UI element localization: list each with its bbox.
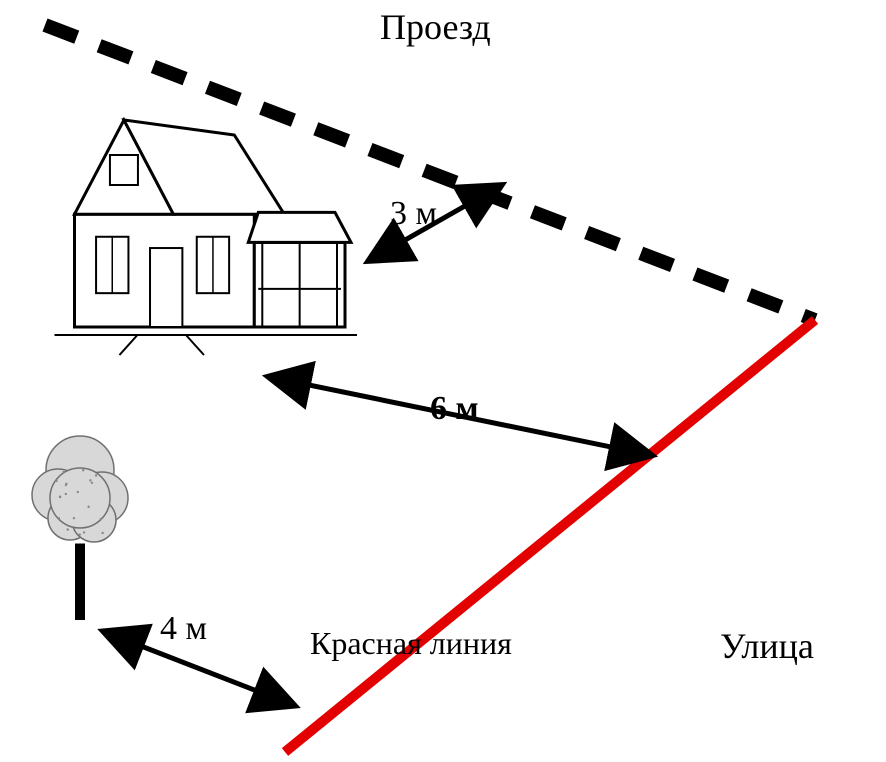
red-line bbox=[285, 320, 815, 752]
label-red-line: Красная линия bbox=[310, 625, 512, 662]
house-icon bbox=[55, 120, 358, 355]
label-passage: Проезд bbox=[380, 6, 491, 48]
label-3m: 3 м bbox=[390, 195, 437, 233]
label-4m: 4 м bbox=[160, 610, 207, 648]
label-6m: 6 м bbox=[430, 390, 479, 428]
label-street: Улица bbox=[720, 625, 814, 667]
tree-icon bbox=[32, 436, 128, 620]
